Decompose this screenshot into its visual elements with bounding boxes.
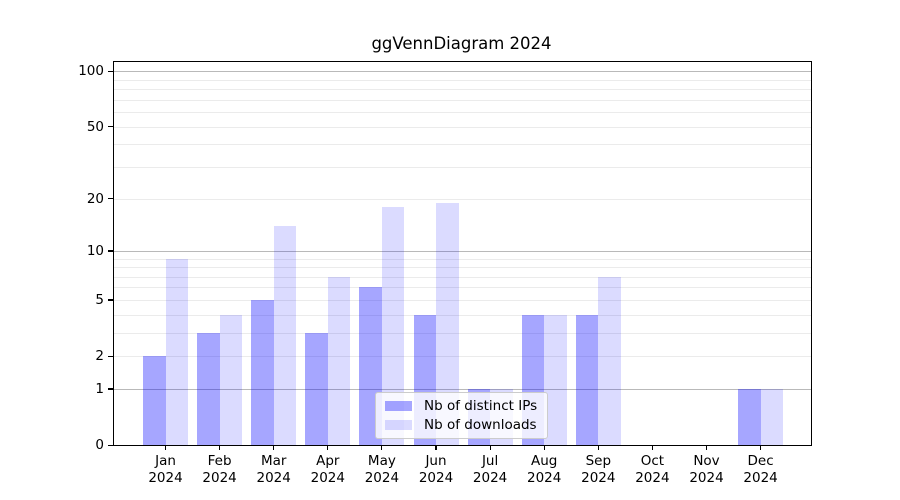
bar-distinct-ips-mar [251,299,274,445]
legend-label-distinct-ips: Nb of distinct IPs [424,398,538,414]
x-axis-tick-label: Dec 2024 [743,453,778,486]
bar-downloads-dec [760,388,784,445]
x-axis-tick [651,445,653,450]
bar-distinct-ips-jan [143,356,166,445]
legend-item-distinct-ips: Nb of distinct IPs [385,398,537,414]
bar-downloads-aug [544,314,567,445]
y-axis-tick [108,126,113,128]
x-axis-tick [435,445,437,450]
legend-item-downloads: Nb of downloads [385,417,537,433]
x-axis-tick-label: Sep 2024 [581,453,616,486]
y-axis-tick [108,198,113,200]
legend: Nb of distinct IPs Nb of downloads [375,392,549,439]
chart-title: ggVennDiagram 2024 [371,34,552,53]
gridline-major [114,71,811,73]
gridline-minor [114,314,811,316]
gridline-minor [114,332,811,334]
y-axis-tick [108,70,113,73]
y-axis-tick [108,388,113,390]
gridline-minor [114,356,811,358]
y-axis-tick-label: 100 [78,63,104,80]
bar-downloads-apr [327,276,351,445]
y-axis-tick-label: 2 [95,348,104,365]
x-axis-tick-label: May 2024 [364,453,400,486]
gridline-minor [114,79,811,81]
y-axis-tick [108,355,113,357]
x-axis-tick-label: Apr 2024 [310,453,345,486]
gridline-minor [114,276,811,278]
gridline-minor [114,167,811,168]
y-axis-tick-label: 50 [86,118,104,135]
plot-area: 100 50 20 10 5 2 1 0 Jan 2024 Feb 2024 Mar 2024 Apr 202… [78,61,812,486]
gridline-minor [114,89,811,91]
gridline-major [114,250,811,252]
x-axis-tick-label: Nov 2024 [689,453,724,486]
gridline-minor [114,99,811,101]
bar-downloads-jun [436,202,459,445]
bar-downloads-mar [273,225,297,445]
x-axis-tick-label: Feb 2024 [202,453,237,486]
y-axis-tick [108,250,113,252]
x-axis-tick [705,445,708,450]
y-axis-tick-label: 10 [86,242,104,259]
bar-downloads-may [381,206,405,445]
bar-downloads-sep [598,276,621,445]
gridline-minor [114,287,811,289]
gridline-minor [114,258,811,260]
gridline-minor [114,267,811,269]
gridline-minor [114,126,811,128]
bar-downloads-jan [165,258,188,445]
gridline-minor [114,198,811,200]
legend-swatch-downloads [385,420,412,430]
x-axis-tick [327,445,329,450]
y-axis-tick [108,444,113,446]
bar-distinct-ips-sep [575,314,599,445]
x-axis-tick [597,445,599,450]
x-axis-tick [273,445,275,450]
x-axis-tick [760,445,762,450]
x-axis-tick-label: Jan 2024 [148,453,183,486]
x-axis-tick-label: Mar 2024 [256,453,291,486]
x-axis-tick-label: Jul 2024 [472,453,508,486]
legend-label-downloads: Nb of downloads [424,417,537,433]
x-axis-tick [381,445,383,450]
gridline-minor [114,144,811,146]
x-axis-tick [164,445,167,450]
x-axis-tick [543,445,545,450]
gridline-major [114,388,811,390]
x-axis-tick-label: Oct 2024 [635,453,670,486]
y-axis-tick-label: 0 [95,437,104,453]
bar-distinct-ips-dec [738,388,761,445]
x-axis-tick-label: Aug 2024 [527,453,562,486]
y-axis-tick [108,299,113,301]
gridline-minor [114,299,811,301]
legend-swatch-distinct-ips [385,401,412,411]
x-axis-tick-label: Jun 2024 [418,453,454,486]
x-axis-tick [219,445,221,450]
bar-downloads-feb [219,314,243,445]
x-axis-tick [489,445,491,450]
y-axis-tick-label: 1 [95,380,104,397]
gridline-minor [114,112,811,114]
bar-distinct-ips-feb [197,332,220,445]
bar-distinct-ips-apr [305,332,328,445]
y-axis-tick-label: 20 [86,190,104,207]
y-axis-tick-label: 5 [95,291,104,308]
